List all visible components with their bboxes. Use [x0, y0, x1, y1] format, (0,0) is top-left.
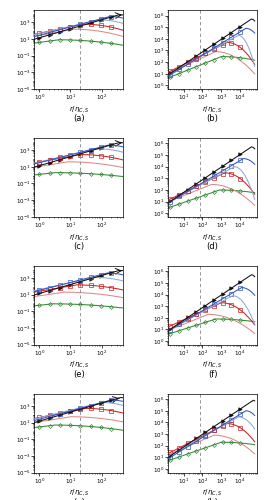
X-axis label: $r/\eta_{C,S}$: $r/\eta_{C,S}$ — [202, 360, 223, 370]
X-axis label: $r/\eta_{C,S}$: $r/\eta_{C,S}$ — [69, 360, 89, 370]
Text: (f): (f) — [208, 370, 217, 379]
X-axis label: $r/\eta_{C,S}$: $r/\eta_{C,S}$ — [69, 488, 89, 498]
Text: (b): (b) — [207, 114, 218, 123]
X-axis label: $r/\eta_{C,S}$: $r/\eta_{C,S}$ — [202, 488, 223, 498]
X-axis label: $r/\eta_{C,S}$: $r/\eta_{C,S}$ — [202, 232, 223, 241]
Text: (d): (d) — [207, 242, 218, 251]
Text: (a): (a) — [73, 114, 85, 123]
Text: (e): (e) — [73, 370, 85, 379]
X-axis label: $r/\eta_{C,S}$: $r/\eta_{C,S}$ — [202, 104, 223, 114]
Text: (h): (h) — [207, 498, 218, 500]
Text: (c): (c) — [73, 242, 85, 251]
X-axis label: $r/\eta_{C,S}$: $r/\eta_{C,S}$ — [69, 104, 89, 114]
Text: (g): (g) — [73, 498, 85, 500]
X-axis label: $r/\eta_{C,S}$: $r/\eta_{C,S}$ — [69, 232, 89, 241]
